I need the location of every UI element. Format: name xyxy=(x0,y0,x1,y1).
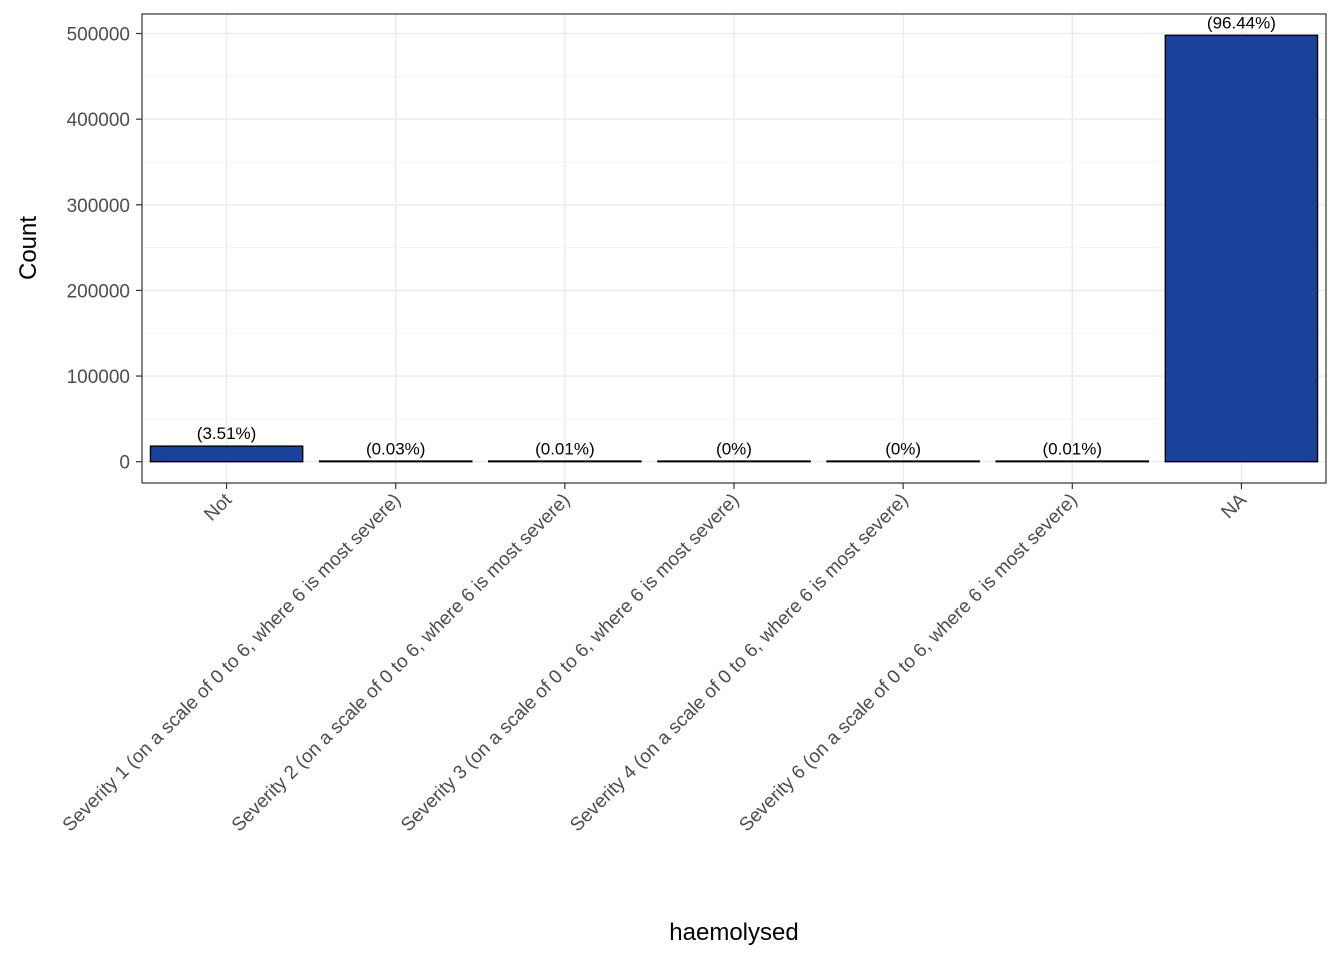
x-tick-label: Severity 6 (on a scale of 0 to 6, where … xyxy=(735,490,1081,836)
bar xyxy=(826,460,980,463)
data-label: (0.01%) xyxy=(535,440,595,459)
x-tick-label: Severity 3 (on a scale of 0 to 6, where … xyxy=(397,490,743,836)
x-tick-label: Not xyxy=(200,489,236,525)
x-tick-label: Severity 4 (on a scale of 0 to 6, where … xyxy=(566,490,912,836)
y-axis-title: Count xyxy=(15,216,42,280)
data-label: (0%) xyxy=(716,440,752,459)
bar xyxy=(995,460,1150,463)
y-tick-label: 200000 xyxy=(67,281,130,302)
y-tick-label: 100000 xyxy=(67,367,130,388)
bar xyxy=(318,460,473,463)
data-label: (0.03%) xyxy=(366,440,426,459)
y-tick-label: 400000 xyxy=(67,110,130,131)
y-tick-label: 0 xyxy=(119,453,130,474)
data-labels: (3.51%) (0.03%) (0.01%) (0%) (0%) (0.01%) (96.… xyxy=(197,13,1276,458)
bar xyxy=(149,445,304,463)
data-label: (3.51%) xyxy=(197,424,257,443)
x-tick-label: NA xyxy=(1217,489,1251,523)
y-tick-label: 500000 xyxy=(67,25,130,46)
y-axis: 0 100000 200000 300000 400000 500000 xyxy=(67,25,142,474)
x-tick-label: Severity 1 (on a scale of 0 to 6, where … xyxy=(59,490,405,836)
grid-lines xyxy=(142,14,1326,483)
y-tick-label: 300000 xyxy=(67,196,130,217)
data-label: (96.44%) xyxy=(1207,13,1276,32)
bars xyxy=(149,34,1319,463)
bar xyxy=(488,460,642,463)
bar xyxy=(657,460,811,463)
x-axis-title: haemolysed xyxy=(669,919,798,946)
data-label: (0.01%) xyxy=(1043,440,1103,459)
bar xyxy=(1164,34,1319,463)
x-tick-label: Severity 2 (on a scale of 0 to 6, where … xyxy=(228,490,574,836)
data-label: (0%) xyxy=(885,440,921,459)
